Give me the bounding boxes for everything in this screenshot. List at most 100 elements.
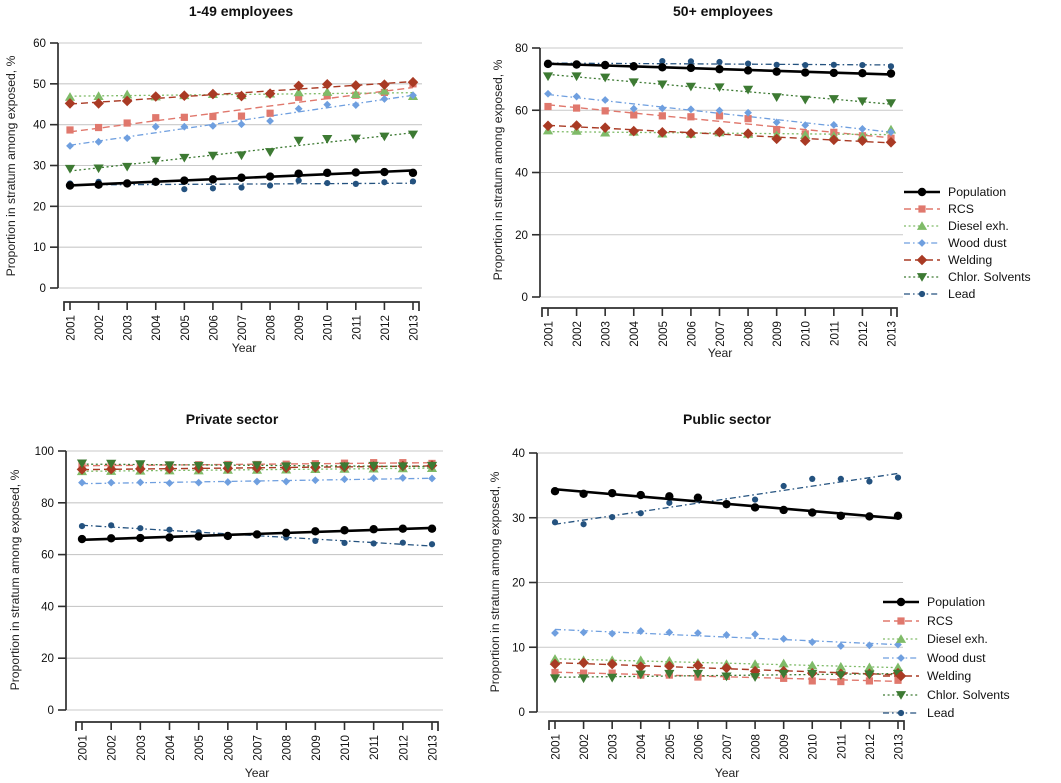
series-markers-wood-dust [544,89,895,136]
panel-title-1-49-employees: 1-49 employees [188,3,294,19]
x-tick-label-year: 2005 [657,321,670,347]
legend-item-population: Population [882,593,1010,612]
series-markers-chlor-solvents [542,72,897,108]
y-tick-label: 0 [40,282,46,295]
legend-label: Wood dust [948,235,1007,250]
legend-item-welding: Welding [903,251,1031,268]
y-tick-label: 40 [515,167,528,180]
legend-sample-circle-icon [904,187,940,196]
x-tick-label-year: 2013 [427,735,440,761]
x-tick-label-year: 2004 [150,314,163,340]
x-tick-label-year: 2010 [800,321,813,347]
y-axis-label-top-right: Proportion in stratum among exposed, % [491,59,505,281]
y-tick-label: 10 [33,241,46,254]
legend-label: RCS [948,201,974,216]
x-tick-label-year: 2012 [397,735,410,761]
x-tick-label-year: 2007 [252,735,265,761]
x-tick-label-year: 2012 [379,315,392,341]
series-markers-population [543,59,896,78]
legend-label: Population [927,595,986,610]
y-tick-label: 40 [33,119,46,132]
y-tick-label: 0 [519,706,525,719]
y-tick-label: 100 [35,445,54,458]
x-tick-label-year: 2004 [164,734,177,760]
x-tick-label-year: 2001 [65,315,78,341]
x-tick-label-year: 2006 [222,735,235,761]
legend-sample-triangle-down-icon [904,272,940,282]
legend-sample-small-circle-icon [904,290,940,297]
x-tick-label-year: 2002 [578,734,591,760]
legend-sample-triangle-down-icon [883,690,919,700]
legend-item-chlor-solvents: Chlor. Solvents [882,686,1010,705]
y-tick-label: 0 [522,291,528,304]
x-tick-label-year: 2005 [193,735,206,761]
y-tick-label: 60 [41,549,54,562]
y-axis-label-bottom-right: Proportion in stratum among exposed, % [488,471,502,693]
legend-item-population: Population [903,183,1031,200]
x-tick-label-year: 2011 [350,315,363,340]
legend-item-wood-dust: Wood dust [903,234,1031,251]
legend-item-lead: Lead [903,285,1031,302]
y-tick-label: 40 [41,600,54,613]
legend-label: Lead [927,706,955,721]
legend-label: Welding [927,669,972,684]
series-markers-population [550,487,903,521]
x-tick-label-year: 2008 [750,734,763,760]
x-tick-label-year: 2010 [339,735,352,761]
series-markers-welding [542,120,897,148]
legend-sample-triangle-up-icon [904,220,940,230]
y-tick-label: 30 [512,512,525,525]
legend-label: Chlor. Solvents [948,269,1031,284]
x-tick-label-year: 2010 [322,315,335,341]
series-markers-wood-dust [66,91,417,150]
y-tick-label: 30 [33,160,46,173]
y-tick-label: 20 [33,200,46,213]
x-tick-label-year: 2006 [685,321,698,347]
x-tick-label-year: 2003 [607,734,620,760]
legend-sample-small-circle-icon [883,710,919,717]
x-tick-label-year: 2002 [93,315,106,341]
x-tick-label-year: 2013 [885,321,898,347]
legend-item-welding: Welding [882,667,1010,686]
x-tick-label-year: 2012 [864,734,877,760]
legend-sample-circle-icon [883,598,919,607]
series-markers-welding [64,76,419,109]
y-tick-label: 80 [515,42,528,55]
legend-item-rcs: RCS [882,612,1010,631]
legend-label: Lead [948,286,976,301]
x-tick-label-year: 2001 [543,321,556,347]
y-tick-label: 60 [33,37,46,50]
panel-plot-50-employees: 0 20 40 60 80 2001 2002 2003 2004 2005 2006 2007 200… [515,42,903,347]
legend-sample-square-icon [883,617,919,625]
y-tick-label: 20 [512,577,525,590]
x-tick-label-year: 2009 [778,734,791,760]
x-tick-label-year: 2009 [771,321,784,347]
x-tick-label-year: 2006 [692,734,705,760]
y-tick-label: 60 [515,104,528,117]
x-tick-label-year: 2011 [828,321,841,346]
legend-sample-small-diamond-icon [883,653,919,662]
x-tick-label-year: 2008 [743,321,756,347]
legend-label: RCS [927,613,953,628]
x-tick-label-year: 2009 [310,735,323,761]
legend-label: Population [948,184,1007,199]
x-tick-label-year: 2013 [892,734,905,760]
x-tick-label-year: 2008 [281,735,294,761]
legend-sample-small-diamond-icon [904,238,940,247]
legend-sample-diamond-icon [883,670,919,682]
panel-plot-1-49-employees: 0 10 20 30 40 50 60 2001 2002 2003 2004 2005 2006 200… [33,37,422,341]
legend-item-wood-dust: Wood dust [882,649,1010,668]
y-tick-label: 10 [512,641,525,654]
x-tick-label-year: 2011 [368,735,381,760]
y-axis-label-top-left: Proportion in stratum among exposed, % [4,55,18,277]
x-tick-label-year: 2002 [571,321,584,347]
legend-label: Diesel exh. [948,218,1009,233]
x-tick-label-year: 2004 [635,733,648,759]
x-axis-label-bottom-left: Year [244,766,270,780]
y-tick-label: 20 [41,652,54,665]
series-markers-wood-dust [551,627,902,650]
y-tick-label: 80 [41,497,54,510]
panel-plot-public-sector: 0 10 20 30 40 2001 2002 2003 2004 2005 2006 2007 200… [512,447,905,760]
legend-item-chlor-solvents: Chlor. Solvents [903,268,1031,285]
legend-item-lead: Lead [882,704,1010,723]
